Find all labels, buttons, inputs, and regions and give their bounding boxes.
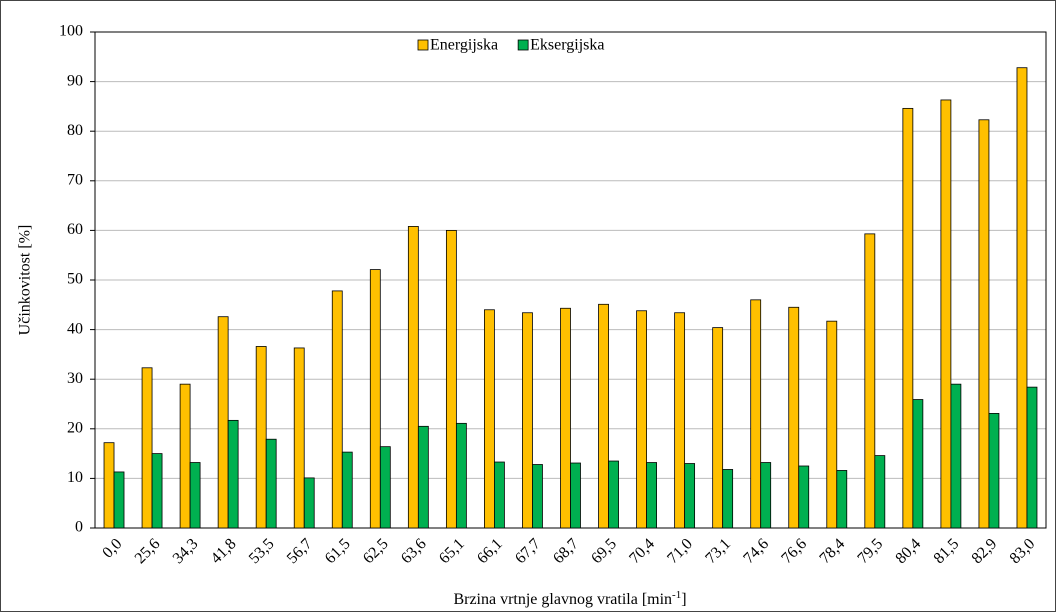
bar bbox=[265, 438, 277, 529]
bar bbox=[494, 461, 505, 529]
bar bbox=[1016, 67, 1028, 529]
bar bbox=[750, 299, 762, 529]
y-tick-label: 40 bbox=[67, 320, 83, 337]
legend-label: Energijska bbox=[430, 37, 498, 54]
bar bbox=[379, 446, 391, 529]
bar bbox=[293, 347, 305, 529]
bar bbox=[151, 453, 163, 529]
x-axis-label-text: Brzina vrtnje glavnog vratila [min bbox=[453, 591, 672, 608]
bar bbox=[798, 465, 810, 529]
bar bbox=[445, 229, 457, 529]
legend-swatch bbox=[517, 39, 529, 51]
bar bbox=[826, 320, 838, 529]
bar bbox=[988, 413, 1000, 529]
y-tick-label: 70 bbox=[67, 171, 83, 188]
bar bbox=[103, 442, 115, 529]
y-tick-label: 20 bbox=[67, 419, 83, 436]
bar bbox=[684, 463, 696, 529]
bar bbox=[636, 310, 647, 529]
bar bbox=[303, 477, 315, 529]
y-tick-label: 30 bbox=[67, 370, 83, 387]
bar bbox=[1026, 386, 1038, 529]
y-tick-label: 80 bbox=[67, 122, 83, 139]
legend-swatch bbox=[417, 39, 429, 51]
bar bbox=[331, 290, 343, 529]
bar bbox=[940, 99, 952, 529]
bar bbox=[255, 346, 267, 529]
bar bbox=[341, 451, 353, 529]
bar bbox=[722, 469, 734, 529]
x-axis-label: Brzina vrtnje glavnog vratila [min-1] bbox=[453, 589, 686, 608]
bar bbox=[646, 462, 657, 529]
bar bbox=[179, 383, 191, 529]
y-tick-label: 0 bbox=[75, 519, 83, 536]
y-tick-label: 60 bbox=[67, 221, 83, 238]
bar bbox=[674, 312, 686, 529]
x-axis-label-sup: -1 bbox=[672, 589, 681, 601]
y-tick-label: 100 bbox=[59, 23, 83, 40]
legend-label: Eksergijska bbox=[530, 37, 604, 54]
bar bbox=[570, 462, 581, 529]
bar bbox=[227, 419, 239, 529]
bar bbox=[950, 383, 962, 529]
bar bbox=[788, 306, 800, 529]
bar bbox=[484, 309, 495, 529]
bar bbox=[532, 464, 543, 529]
bar bbox=[407, 226, 419, 529]
bar bbox=[978, 119, 990, 529]
bar bbox=[417, 425, 429, 529]
bar bbox=[217, 316, 229, 529]
bar bbox=[608, 460, 619, 529]
bar bbox=[902, 107, 914, 529]
bar bbox=[760, 462, 772, 529]
bar bbox=[912, 399, 924, 529]
y-tick-label: 10 bbox=[67, 469, 83, 486]
bar bbox=[560, 307, 571, 529]
x-axis-label-end: ] bbox=[681, 591, 686, 608]
y-axis-label: Učinkovitost [%] bbox=[17, 225, 34, 336]
bar bbox=[836, 470, 848, 529]
bar bbox=[864, 233, 876, 529]
bar bbox=[598, 303, 609, 529]
bar bbox=[141, 367, 153, 529]
y-tick-label: 50 bbox=[67, 271, 83, 288]
bar bbox=[712, 327, 724, 529]
bar bbox=[874, 455, 886, 529]
bar bbox=[113, 471, 125, 529]
y-tick-label: 90 bbox=[67, 72, 83, 89]
bar bbox=[455, 422, 467, 529]
bar bbox=[189, 462, 201, 529]
bar bbox=[369, 269, 381, 529]
bar bbox=[522, 312, 533, 529]
